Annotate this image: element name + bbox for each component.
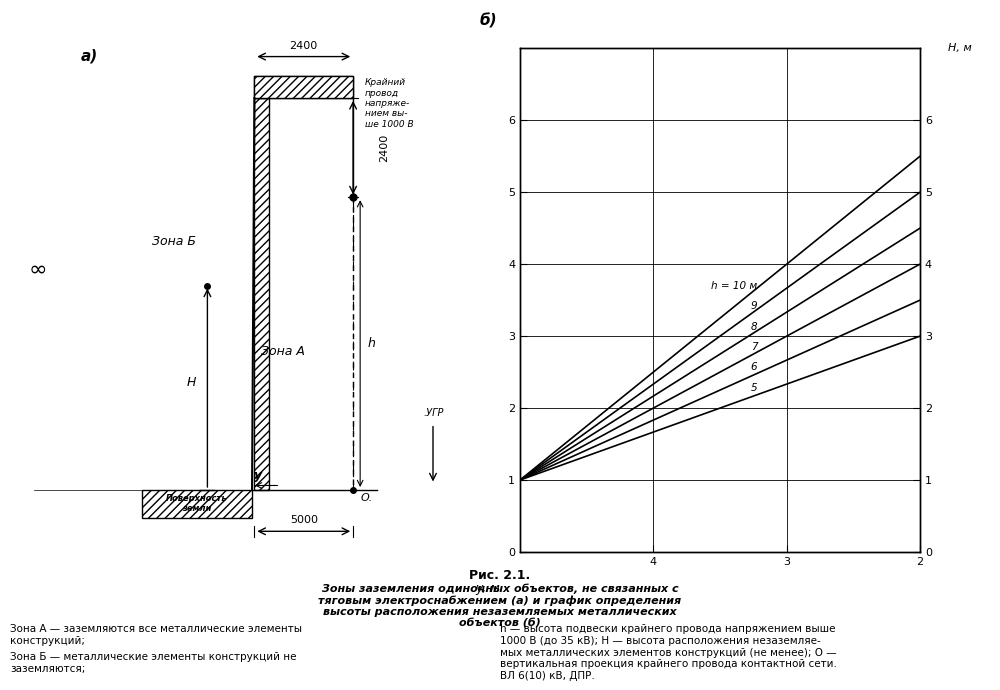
- Text: ∞: ∞: [29, 259, 47, 279]
- Text: h — высота подвески крайнего провода напряжением выше
1000 В (до 35 кВ); Н — выс: h — высота подвески крайнего провода нап…: [500, 624, 837, 681]
- Text: у: у: [254, 469, 263, 482]
- Text: 2400: 2400: [290, 41, 318, 51]
- Text: О.: О.: [360, 493, 372, 502]
- Text: 5: 5: [751, 383, 757, 393]
- Text: h: h: [367, 337, 375, 350]
- Bar: [254, 98, 268, 490]
- Text: 7: 7: [751, 342, 757, 352]
- Text: 2400: 2400: [379, 134, 389, 161]
- Y-axis label: Н, м: Н, м: [948, 43, 972, 53]
- Text: б): б): [480, 13, 498, 28]
- Text: Рис. 2.1.: Рис. 2.1.: [469, 569, 531, 582]
- Bar: [254, 76, 353, 98]
- Text: Н: Н: [186, 376, 196, 388]
- Text: Зона А: Зона А: [261, 346, 305, 358]
- Text: Поверхность
земли: Поверхность земли: [166, 494, 228, 513]
- Text: 5000: 5000: [290, 515, 318, 524]
- Text: Зоны заземления одиночных объектов, не связанных с
тяговым электроснабжением (а): Зоны заземления одиночных объектов, не с…: [318, 583, 682, 629]
- Text: Крайний
провод
напряже-
нием вы-
ше 1000 В: Крайний провод напряже- нием вы- ше 1000…: [365, 78, 413, 129]
- Text: Зона А — заземляются все металлические элементы
конструкций;: Зона А — заземляются все металлические э…: [10, 624, 302, 646]
- Text: .УГР: .УГР: [424, 408, 444, 418]
- Text: 9: 9: [751, 301, 757, 311]
- Text: Зона Б: Зона Б: [152, 235, 196, 248]
- Bar: [254, 76, 353, 98]
- X-axis label: у, м: у, м: [476, 582, 500, 595]
- Text: 6: 6: [751, 362, 757, 373]
- Bar: [142, 490, 252, 518]
- Text: 8: 8: [751, 322, 757, 332]
- Text: а): а): [80, 48, 98, 63]
- Text: h = 10 м: h = 10 м: [711, 281, 757, 290]
- Text: Зона Б — металлические элементы конструкций не
заземляются;: Зона Б — металлические элементы конструк…: [10, 652, 296, 673]
